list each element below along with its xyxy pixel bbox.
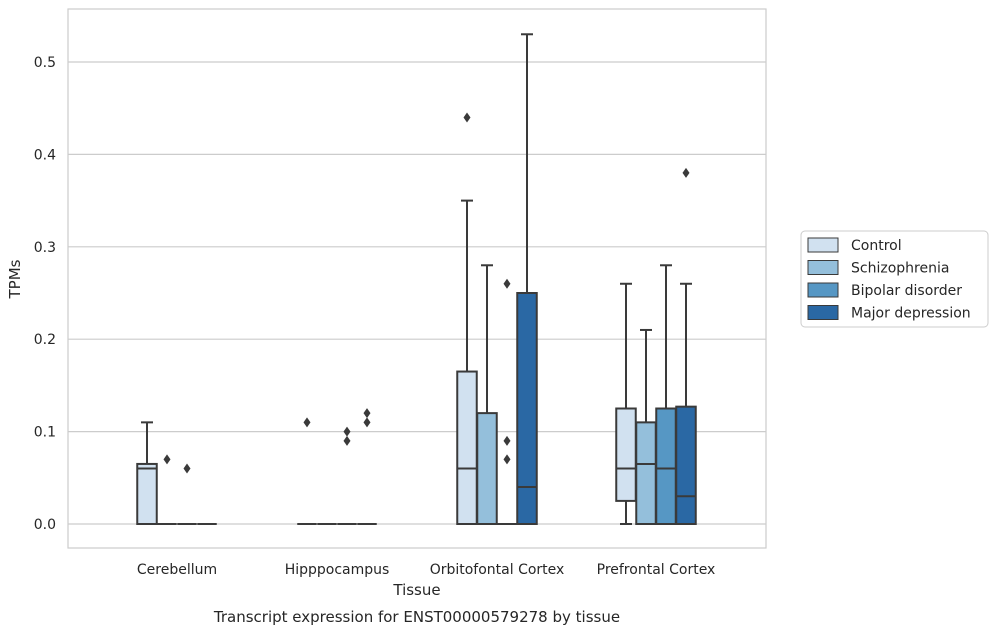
legend-label: Control <box>851 238 902 254</box>
y-tick-label: 0.4 <box>34 147 56 163</box>
x-tick-label: Cerebellum <box>137 562 217 578</box>
box-0-0 <box>136 421 158 526</box>
box-3-0 <box>615 282 637 525</box>
outlier-point <box>503 435 511 446</box>
legend-label: Major depression <box>851 306 971 322</box>
box-1-2 <box>337 426 357 525</box>
x-tick-label: Prefrontal Cortex <box>597 562 716 578</box>
outlier-point <box>682 167 690 178</box>
box-2-0 <box>456 112 478 526</box>
box-0-2 <box>177 463 197 525</box>
y-tick-label: 0.3 <box>34 240 56 256</box>
boxes <box>136 33 697 526</box>
legend-swatch <box>807 305 839 320</box>
box-body <box>476 412 498 525</box>
x-tick-label: Hipppocampus <box>285 562 390 578</box>
box-1-3 <box>357 408 377 525</box>
outlier-point <box>343 435 351 446</box>
x-axis-label: Tissue <box>392 581 440 599</box>
outlier-point <box>343 426 351 437</box>
y-tick-label: 0.1 <box>34 425 56 441</box>
legend-label: Schizophrenia <box>851 261 949 277</box>
y-tick-label: 0.5 <box>34 55 56 71</box>
outlier-point <box>303 417 311 428</box>
legend-swatch <box>807 237 839 253</box>
box-body <box>615 407 637 502</box>
box-body <box>635 421 657 525</box>
outlier-point <box>363 408 371 419</box>
box-2-2 <box>497 278 517 525</box>
y-axis-label: TPMs <box>6 259 24 299</box>
y-tick-labels: 0.0 0.1 0.2 0.3 0.4 0.5 <box>34 55 56 533</box>
plot-frame <box>67 8 767 549</box>
outlier-point <box>183 463 191 474</box>
legend-swatch <box>807 282 839 298</box>
legend-frame <box>800 230 989 328</box>
box-3-3 <box>675 167 697 526</box>
outlier-point <box>163 454 171 465</box>
legend: Control Schizophrenia Bipolar disorder Majo… <box>800 230 989 328</box>
box-3-1 <box>635 328 657 525</box>
box-2-3 <box>516 33 538 525</box>
chart-caption: Transcript expression for ENST0000057927… <box>213 608 620 626</box>
x-tick-labels: Cerebellum Hipppocampus Orbitofontal Corte… <box>137 562 715 578</box>
legend-swatch <box>807 260 839 275</box>
outlier-point <box>463 112 471 123</box>
outlier-point <box>363 417 371 428</box>
box-0-1 <box>157 454 177 525</box>
box-body <box>675 405 697 526</box>
y-tick-label: 0.2 <box>34 332 56 348</box>
box-body <box>136 462 158 526</box>
box-body <box>516 292 538 525</box>
box-body <box>655 407 677 525</box>
box-2-1 <box>476 264 498 525</box>
y-tick-label: 0.0 <box>34 517 56 533</box>
box-3-2 <box>655 264 677 525</box>
x-tick-label: Orbitofontal Cortex <box>430 562 565 578</box>
outlier-point <box>503 454 511 465</box>
box-body <box>456 370 478 526</box>
legend-label: Bipolar disorder <box>851 283 962 299</box>
box-1-0 <box>297 417 317 525</box>
outlier-point <box>503 278 511 289</box>
